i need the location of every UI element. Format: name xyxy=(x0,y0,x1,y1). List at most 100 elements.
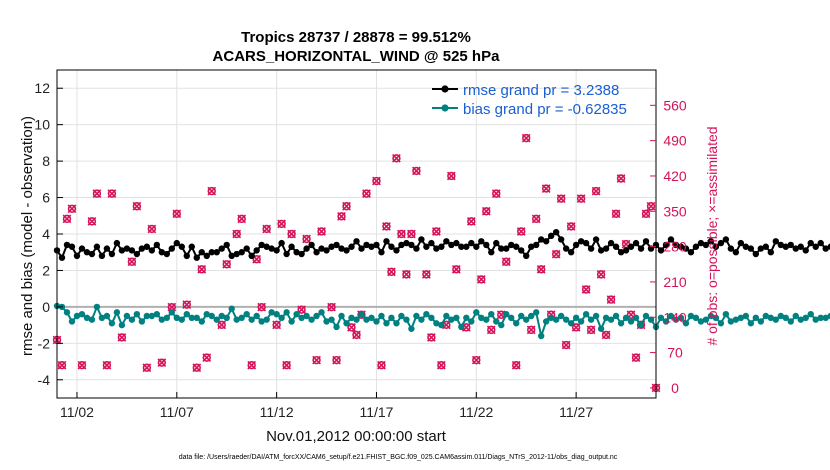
bias-point-66 xyxy=(383,320,390,327)
bias-point-95 xyxy=(528,312,535,320)
obs-assimilated-point-11 xyxy=(132,201,142,211)
rmse-point-4 xyxy=(73,252,81,260)
rmse-point-21 xyxy=(158,249,166,256)
bias-point-99 xyxy=(547,314,555,322)
bias-point-102 xyxy=(562,316,570,323)
bias-point-10 xyxy=(103,312,111,320)
obs-assimilated-point-90 xyxy=(606,295,616,304)
obs-possible-point-22 xyxy=(217,320,226,330)
obs-assimilated-point-77 xyxy=(541,184,551,193)
bias-point-31 xyxy=(208,312,215,320)
obs-assimilated-point-10 xyxy=(127,257,137,267)
obs-possible-point-70 xyxy=(502,257,511,266)
bias-point-89 xyxy=(498,321,505,329)
bias-point-142 xyxy=(762,312,770,320)
rmse-point-32 xyxy=(213,249,220,256)
bias-point-25 xyxy=(178,316,185,323)
obs-possible-point-42 xyxy=(347,323,356,332)
obs-assimilated-point-35 xyxy=(302,234,311,244)
bias-point-83 xyxy=(468,318,475,325)
bias-point-135 xyxy=(727,318,735,325)
rmse-point-12 xyxy=(113,239,121,247)
obs-assimilated-point-20 xyxy=(202,353,212,362)
rmse-point-110 xyxy=(602,245,610,252)
obs-possible-point-21 xyxy=(207,186,216,196)
rmse-point-69 xyxy=(398,241,405,249)
rmse-point-108 xyxy=(592,236,600,243)
obs-possible-point-81 xyxy=(561,340,571,350)
rmse-point-42 xyxy=(263,243,270,250)
bias-point-24 xyxy=(173,314,180,322)
rmse-point-46 xyxy=(283,250,290,258)
obs-possible-point-51 xyxy=(397,229,406,239)
bias-point-81 xyxy=(458,323,465,331)
bias-point-45 xyxy=(278,314,285,322)
bias-point-29 xyxy=(198,318,205,325)
obs-possible-point-61 xyxy=(452,265,461,274)
bias-point-56 xyxy=(333,323,340,331)
obs-assimilated-point-18 xyxy=(192,363,202,373)
obs-possible-point-25 xyxy=(237,214,246,224)
bias-point-21 xyxy=(158,316,166,323)
rmse-point-68 xyxy=(393,247,400,254)
bias-point-27 xyxy=(188,314,195,322)
rmse-point-18 xyxy=(143,243,151,250)
bias-point-18 xyxy=(143,312,151,320)
obs-assimilated-point-56 xyxy=(427,333,436,342)
rmse-point-127 xyxy=(687,249,695,256)
y-tick-label-2: 0 xyxy=(42,299,50,315)
obs-possible-point-4 xyxy=(77,361,87,370)
rmse-point-65 xyxy=(378,249,385,256)
y2-tick-label-6: 420 xyxy=(663,168,687,184)
obs-possible-point-83 xyxy=(571,323,581,332)
bias-point-154 xyxy=(822,314,829,322)
obs-assimilated-point-40 xyxy=(337,211,346,221)
obs-possible-point-55 xyxy=(422,270,431,279)
bias-point-134 xyxy=(722,310,730,318)
bias-point-73 xyxy=(418,316,425,323)
obs-possible-point-8 xyxy=(107,189,117,198)
x-tick-label-1: 11/07 xyxy=(160,404,194,420)
obs-assimilated-point-98 xyxy=(646,201,656,211)
bias-point-33 xyxy=(218,312,225,320)
bias-point-43 xyxy=(268,309,275,316)
rmse-point-59 xyxy=(348,243,355,250)
obs-possible-point-41 xyxy=(342,202,351,211)
bias-point-139 xyxy=(747,320,755,327)
obs-possible-point-29 xyxy=(262,224,271,234)
bias-point-63 xyxy=(368,314,375,322)
obs-possible-point-98 xyxy=(646,202,656,211)
obs-possible-point-43 xyxy=(352,330,361,340)
obs-assimilated-point-84 xyxy=(576,194,586,204)
rmse-point-40 xyxy=(253,247,260,254)
obs-count-markers xyxy=(52,133,661,393)
rmse-point-31 xyxy=(208,249,215,256)
obs-assimilated-point-92 xyxy=(616,174,626,183)
y-tick-label-3: 2 xyxy=(42,262,50,278)
rmse-point-66 xyxy=(383,238,390,245)
bias-point-146 xyxy=(782,314,789,322)
bias-point-17 xyxy=(138,318,146,325)
obs-assimilated-point-76 xyxy=(536,264,546,274)
obs-possible-point-38 xyxy=(327,302,336,312)
y-tick-label-4: 4 xyxy=(42,226,50,242)
rmse-point-117 xyxy=(637,245,645,252)
rmse-point-72 xyxy=(413,245,420,252)
bias-point-104 xyxy=(572,314,580,322)
rmse-point-30 xyxy=(203,252,210,260)
bias-point-2 xyxy=(63,309,71,316)
bias-point-128 xyxy=(692,314,700,322)
x-tick-label-0: 11/02 xyxy=(60,404,94,420)
obs-assimilated-point-37 xyxy=(317,227,326,236)
bias-point-44 xyxy=(273,310,280,318)
bias-point-107 xyxy=(587,316,595,323)
rmse-point-33 xyxy=(218,245,225,252)
bias-point-110 xyxy=(602,314,610,322)
bias-point-137 xyxy=(737,314,745,322)
rmse-point-125 xyxy=(677,243,685,250)
bias-point-77 xyxy=(438,321,445,329)
y2-tick-label-7: 490 xyxy=(663,133,687,149)
x-tick-label-5: 11/27 xyxy=(559,404,593,420)
bias-point-144 xyxy=(772,316,779,323)
rmse-point-146 xyxy=(782,243,789,250)
